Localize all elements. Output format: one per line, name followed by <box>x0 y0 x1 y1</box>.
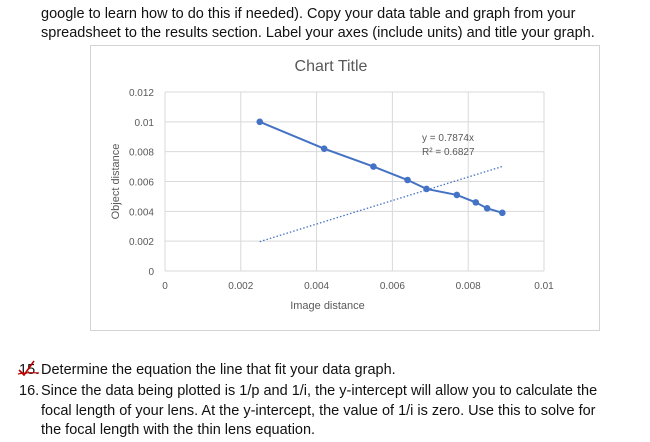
instructions-paragraph: google to learn how to do this if needed… <box>41 5 641 43</box>
data-point <box>370 163 377 170</box>
question-15: 15. Determine the equation the line that… <box>17 360 396 381</box>
x-tick-label: 0 <box>162 281 168 292</box>
red-checkmark-icon <box>17 360 40 377</box>
x-tick-label: 0.006 <box>380 281 405 292</box>
y-tick-label: 0.01 <box>135 118 155 129</box>
question-15-number: 15. <box>17 360 41 381</box>
x-axis-label: Image distance <box>290 300 365 312</box>
question-16-line-1: Since the data being plotted is 1/p and … <box>41 383 598 399</box>
question-16: 16. Since the data being plotted is 1/p a… <box>19 382 629 441</box>
question-15-text: Determine the equation the line that fit… <box>41 362 396 378</box>
data-point <box>472 199 480 206</box>
y-tick-label: 0.004 <box>129 207 154 218</box>
x-tick-label: 0.004 <box>304 281 329 292</box>
x-tick-label: 0.01 <box>534 281 554 292</box>
trendline-equation: R² = 0.6827 <box>422 147 475 158</box>
data-point <box>483 205 491 212</box>
trendline-equation: y = 0.7874x <box>422 133 474 144</box>
data-point <box>256 118 264 126</box>
y-tick-label: 0 <box>148 267 154 278</box>
y-tick-label: 0.012 <box>129 88 154 99</box>
paragraph-line-2: spreadsheet to the results section. Labe… <box>41 25 595 41</box>
question-16-line-3: the focal length with the thin lens equa… <box>41 422 316 438</box>
data-point <box>453 191 461 199</box>
data-point <box>423 185 430 193</box>
data-point <box>404 176 411 184</box>
chart-container[interactable]: Chart Title 0 0.002 0.004 0.006 0.008 0.01 0.01… <box>90 45 600 331</box>
data-point <box>320 145 328 152</box>
y-tick-label: 0.002 <box>129 237 154 248</box>
question-16-number: 16. <box>19 383 40 399</box>
paragraph-line-1: google to learn how to do this if needed… <box>41 6 576 22</box>
question-16-line-2: focal length of your lens. At the y-inte… <box>41 402 596 419</box>
y-axis-label: Object distance <box>110 144 122 220</box>
scatter-chart: Chart Title 0 0.002 0.004 0.006 0.008 0.01 0.01… <box>110 58 554 312</box>
y-tick-label: 0.006 <box>129 178 154 189</box>
x-tick-label: 0.002 <box>228 281 253 292</box>
chart-title: Chart Title <box>295 58 368 75</box>
x-tick-label: 0.008 <box>456 281 481 292</box>
y-tick-label: 0.008 <box>129 148 154 159</box>
trendline <box>259 165 503 243</box>
data-point <box>499 209 506 217</box>
